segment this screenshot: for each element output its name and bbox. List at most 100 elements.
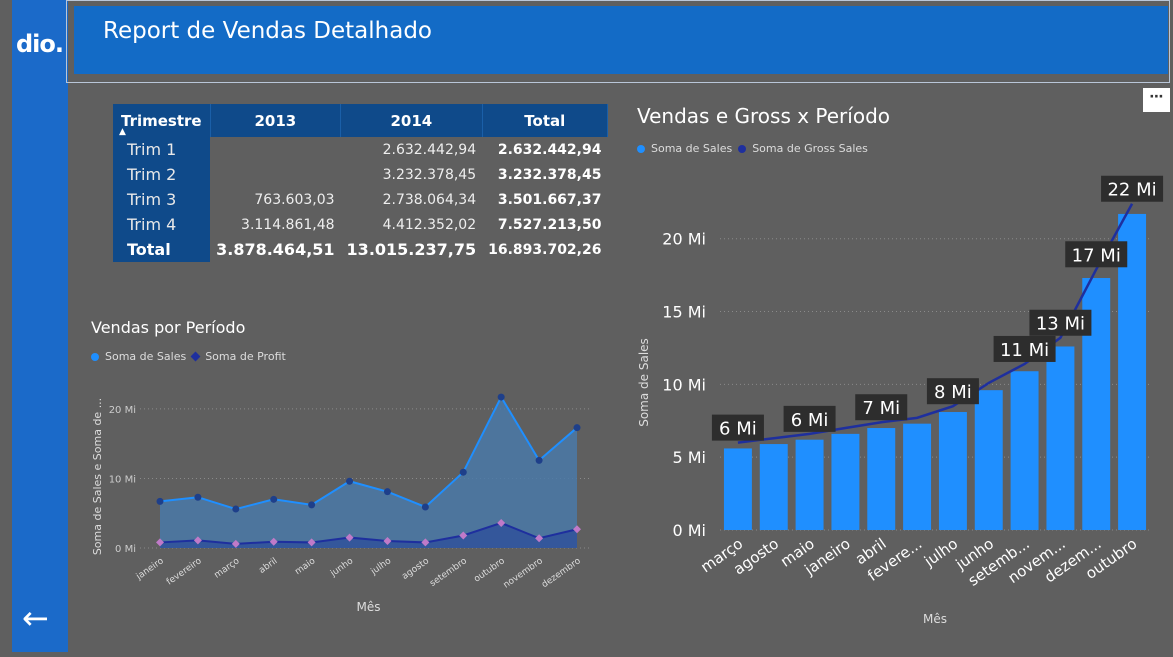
y-tick-label: 20 Mi bbox=[109, 405, 136, 416]
y-tick-label: 20 Mi bbox=[662, 230, 706, 249]
data-label-box bbox=[783, 405, 836, 432]
profit-point bbox=[193, 536, 202, 545]
x-tick-label: fevereiro bbox=[165, 556, 204, 587]
data-label-box bbox=[993, 335, 1056, 362]
row-header: Trim 2 bbox=[113, 162, 211, 187]
column-header-2014[interactable]: 2014 bbox=[340, 104, 483, 137]
legend-sales-label[interactable]: Soma de Sales bbox=[105, 350, 187, 363]
y-tick-label: 0 Mi bbox=[672, 521, 706, 540]
x-tick-label: julho bbox=[920, 535, 961, 571]
sales-point bbox=[194, 493, 202, 501]
sales-point bbox=[232, 505, 240, 513]
sales-point bbox=[497, 393, 505, 401]
header-banner bbox=[74, 6, 1168, 74]
profit-point bbox=[459, 531, 468, 540]
data-label-box bbox=[926, 378, 979, 405]
area-chart-legend[interactable]: Soma de Sales Soma de Profit bbox=[91, 350, 286, 363]
data-label: 6 Mi bbox=[719, 419, 757, 440]
row-header: Trim 3 bbox=[113, 187, 211, 212]
x-tick-label: julho bbox=[369, 556, 394, 578]
data-label-box bbox=[1029, 309, 1092, 336]
column-header-2013[interactable]: 2013 bbox=[210, 104, 342, 137]
sidebar bbox=[12, 0, 68, 652]
sales-point bbox=[459, 468, 467, 476]
sales-point bbox=[346, 477, 354, 485]
legend-gross-marker bbox=[738, 144, 747, 153]
data-label-box bbox=[711, 414, 764, 441]
legend-gross-label[interactable]: Soma de Gross Sales bbox=[752, 142, 868, 155]
x-axis-title: Mês bbox=[923, 612, 947, 626]
cell-2013: 763.603,03 bbox=[254, 191, 335, 208]
area-chart[interactable]: 0 Mi 10 Mi 20 Mi janeiro fevereiro março abril… bbox=[80, 375, 600, 635]
sales-bar bbox=[1046, 346, 1075, 530]
row-header: Trim 4 bbox=[113, 212, 211, 237]
sales-point bbox=[383, 488, 391, 496]
cell-total: 2.632.442,94 bbox=[497, 141, 602, 158]
sales-bar bbox=[831, 433, 860, 530]
profit-point bbox=[231, 539, 240, 548]
page-title: Report de Vendas Detalhado bbox=[103, 18, 432, 44]
sales-point bbox=[270, 495, 278, 503]
data-label-box bbox=[1065, 241, 1128, 268]
sales-bar bbox=[938, 412, 967, 530]
data-label-box bbox=[1101, 175, 1164, 202]
legend-sales-marker bbox=[91, 352, 99, 361]
x-tick-label: novembro bbox=[502, 556, 545, 591]
cell-2013: 3.114.861,48 bbox=[241, 216, 335, 233]
row-header-total: Total bbox=[113, 237, 211, 262]
y-tick-label: 5 Mi bbox=[672, 448, 706, 467]
cell-2014: 4.412.352,02 bbox=[382, 216, 477, 233]
bar-chart-title: Vendas e Gross x Período bbox=[637, 104, 891, 128]
cell-total: 7.527.213,50 bbox=[497, 216, 602, 233]
y-tick-label: 15 Mi bbox=[662, 303, 706, 322]
x-tick-label: junho bbox=[328, 556, 356, 579]
legend-profit-label[interactable]: Soma de Profit bbox=[205, 350, 286, 363]
legend-profit-marker bbox=[190, 351, 201, 362]
sales-area bbox=[160, 397, 577, 548]
bar-chart-legend[interactable]: Soma de Sales Soma de Gross Sales bbox=[637, 142, 868, 155]
more-options-button[interactable]: ⋯ bbox=[1143, 88, 1170, 112]
sales-line bbox=[159, 395, 578, 511]
sales-bar bbox=[974, 390, 1003, 530]
x-axis-title: Mês bbox=[357, 600, 381, 614]
cell-2013 bbox=[210, 162, 340, 187]
column-header-total[interactable]: Total bbox=[482, 104, 608, 137]
profit-point bbox=[497, 518, 506, 527]
sales-bar bbox=[1010, 371, 1039, 530]
sales-bar bbox=[759, 444, 788, 530]
arrow-left-icon[interactable]: ← bbox=[22, 599, 49, 637]
cell-total: 3.232.378,45 bbox=[497, 166, 602, 183]
sales-bar bbox=[795, 439, 824, 530]
data-label: 17 Mi bbox=[1072, 245, 1121, 266]
cell-2013-total: 3.878.464,51 bbox=[216, 240, 335, 259]
y-axis-title: Soma de Sales bbox=[637, 338, 651, 427]
cell-2014-total: 13.015.237,75 bbox=[346, 240, 477, 259]
profit-point bbox=[573, 525, 581, 534]
cell-grand-total: 16.893.702,26 bbox=[488, 241, 602, 258]
dio-logo: dio. bbox=[16, 30, 64, 58]
legend-sales-label[interactable]: Soma de Sales bbox=[651, 142, 733, 155]
sales-point bbox=[421, 503, 429, 511]
cell-2014: 2.632.442,94 bbox=[382, 141, 477, 158]
profit-point bbox=[156, 538, 164, 547]
data-label-box bbox=[855, 394, 908, 421]
data-label: 13 Mi bbox=[1036, 314, 1085, 335]
x-tick-label: outubro bbox=[472, 556, 507, 585]
profit-point bbox=[421, 538, 430, 547]
sort-ascending-icon[interactable]: ▲ bbox=[119, 127, 126, 137]
cell-total: 3.501.667,37 bbox=[497, 191, 602, 208]
bar-chart[interactable]: 0 Mi 5 Mi 10 Mi 15 Mi 20 Mi 6 Mi 6 Mi 7 Mi 8 Mi 1… bbox=[630, 165, 1164, 635]
sales-point bbox=[156, 497, 164, 505]
x-tick-label: setembro bbox=[428, 556, 469, 589]
data-label: 8 Mi bbox=[934, 382, 972, 403]
data-label: 11 Mi bbox=[1000, 340, 1049, 361]
area-chart-title: Vendas por Período bbox=[91, 318, 246, 337]
column-header-trimestre[interactable]: Trimestre ▲ bbox=[113, 104, 211, 137]
table-row: Trim 1 2.632.442,94 2.632.442,94 bbox=[113, 137, 607, 162]
cell-2014: 2.738.064,34 bbox=[382, 191, 477, 208]
profit-area bbox=[160, 522, 577, 548]
x-tick-label: agosto bbox=[400, 556, 431, 582]
y-tick-label: 10 Mi bbox=[109, 474, 136, 485]
sales-bar bbox=[723, 448, 752, 530]
table-total-row: Total 3.878.464,51 13.015.237,75 16.893.… bbox=[113, 237, 607, 262]
